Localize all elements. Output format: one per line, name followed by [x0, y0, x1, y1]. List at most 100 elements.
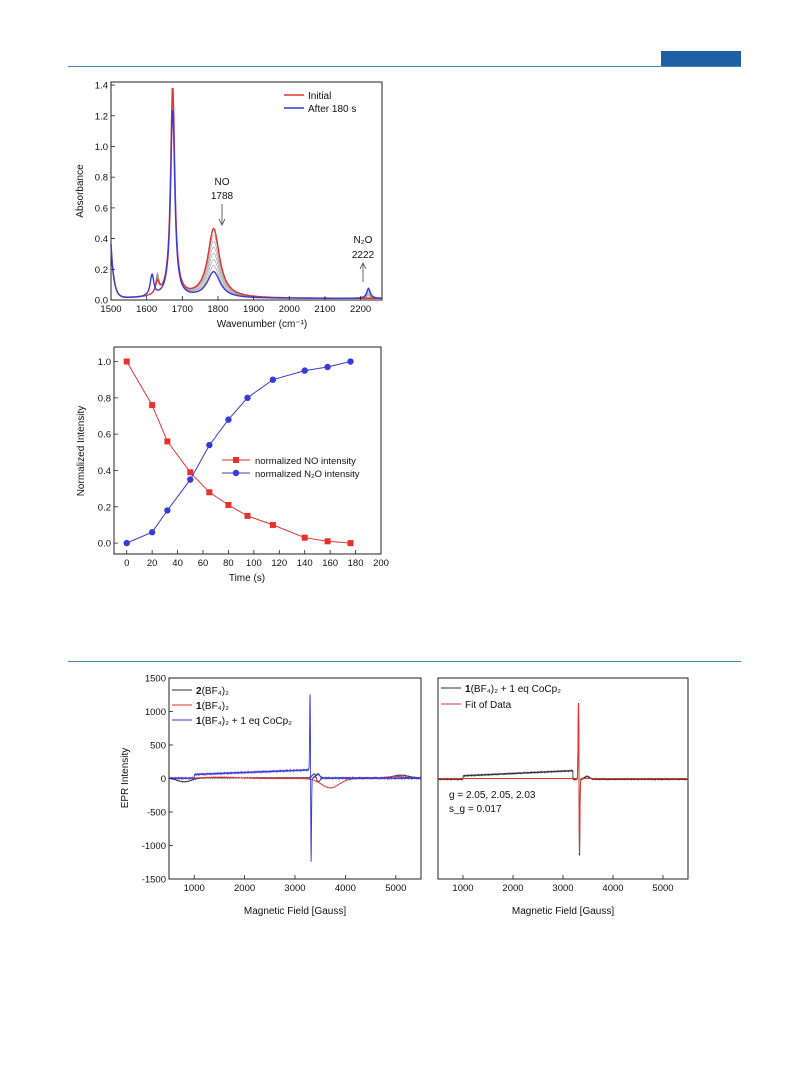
epr1-x-axis-label: Magnetic Field [Gauss] [244, 906, 346, 917]
kin-point-no [206, 489, 213, 496]
ir-y-tick-label: 1.0 [95, 142, 108, 153]
epr-comparison-chart: 1000 2000 3000 4000 5000 150010005000-500-10… [120, 674, 422, 917]
ir-y-tick-label: 0.8 [95, 173, 108, 184]
kin-point-n2o [244, 394, 251, 402]
kin-y-tick-label: 0.2 [98, 502, 111, 513]
kin-y-tick-label: 1.0 [98, 357, 111, 368]
epr2-x-tick-label: 5000 [652, 883, 673, 894]
kin-x-tick-label: 200 [373, 558, 389, 569]
kinetics-plot-frame [113, 346, 382, 555]
epr1-y-tick-label: 0 [161, 774, 166, 785]
ir-x-axis-label: Wavenumber (cm⁻¹) [217, 319, 307, 330]
epr2-legend-item-1: 1(BF₄)₂ + 1 eq CoCp₂ [465, 684, 561, 695]
kin-point-no [269, 521, 276, 528]
ir-y-tick-label: 0.4 [95, 234, 108, 245]
ir-plot-frame [110, 81, 383, 301]
ir-y-tick-label: 0.2 [95, 265, 108, 276]
epr1-x-tick-label: 3000 [284, 883, 305, 894]
kin-point-no [301, 534, 308, 541]
ir-annotation-n2o: N₂O 2222 [352, 235, 375, 282]
kin-point-no [187, 469, 194, 476]
epr2-legend-item-2: Fit of Data [465, 700, 512, 711]
epr1-y-axis-label: EPR Intensity [120, 748, 131, 809]
kin-point-n2o [164, 507, 171, 514]
kin-x-tick-label: 120 [271, 558, 287, 569]
epr1-x-tick-label: 4000 [335, 883, 356, 894]
annotation-n2o-label: N₂O [354, 235, 373, 246]
epr1-legend-item-1: 2(BF₄)₂ [196, 686, 229, 697]
epr2-sg-value: s_g = 0.017 [449, 804, 502, 815]
kin-point-no [244, 512, 251, 519]
annotation-no-wavenumber: 1788 [211, 191, 234, 202]
ir-x-tick-label: 1800 [207, 304, 228, 315]
ir-x-tick-label: 2000 [279, 304, 300, 315]
ir-legend-initial: Initial [308, 91, 331, 102]
epr1-y-tick-label: -500 [147, 808, 166, 819]
kin-point-n2o [206, 441, 213, 449]
kin-x-axis-label: Time (s) [229, 573, 265, 584]
kin-x-tick-label: 40 [172, 558, 183, 569]
ir-y-tick-label: 1.4 [95, 81, 108, 92]
epr1-y-tick-label: 1500 [145, 674, 166, 685]
epr2-series-fit [438, 703, 688, 854]
kin-point-n2o [324, 363, 331, 371]
ir-annotation-no: NO 1788 [211, 177, 234, 226]
kin-point-n2o [269, 376, 277, 383]
epr2-x-tick-label: 1000 [452, 883, 473, 894]
ir-y-axis-label: Absorbance [75, 164, 86, 218]
epr2-x-tick-label: 4000 [602, 883, 623, 894]
kin-y-tick-label: 0.8 [98, 393, 111, 404]
section-rule [68, 661, 741, 662]
kin-point-n2o [187, 476, 194, 483]
annotation-n2o-wavenumber: 2222 [352, 250, 375, 261]
kin-point-no [123, 358, 130, 365]
kin-point-no [347, 540, 354, 547]
epr1-series-1bf4-cocp2 [168, 694, 422, 862]
epr2-legend: 1(BF₄)₂ + 1 eq CoCp₂ Fit of Data [441, 684, 561, 711]
epr2-x-axis-label: Magnetic Field [Gauss] [512, 906, 614, 917]
ir-y-tick-label: 0.6 [95, 203, 108, 214]
epr2-series-data [437, 702, 689, 856]
kin-point-no [164, 438, 171, 445]
kin-x-tick-label: 20 [147, 558, 158, 569]
epr2-x-tick-label: 3000 [552, 883, 573, 894]
epr2-g-values: g = 2.05, 2.05, 2.03 [449, 790, 536, 801]
kin-point-n2o [347, 358, 354, 365]
epr1-y-tick-label: -1000 [142, 841, 166, 852]
ir-series-after-180s [110, 109, 382, 299]
ir-legend-after: After 180 s [308, 104, 356, 115]
ir-x-tick-label: 1500 [100, 304, 121, 315]
kin-point-n2o [225, 416, 232, 423]
kin-point-no [324, 538, 331, 545]
epr1-legend-item-2: 1(BF₄)₂ [196, 701, 229, 712]
kin-y-tick-label: 0.6 [98, 430, 111, 441]
ir-x-tick-label: 2100 [314, 304, 335, 315]
epr1-legend-item-3: 1(BF₄)₂ + 1 eq CoCp₂ [196, 716, 292, 727]
ir-x-tick-label: 1600 [136, 304, 157, 315]
kin-x-tick-label: 100 [246, 558, 262, 569]
ir-x-tick-label: 1700 [172, 304, 193, 315]
kin-y-tick-label: 0.4 [98, 466, 111, 477]
kin-point-n2o [123, 539, 130, 547]
kin-x-tick-label: 140 [297, 558, 313, 569]
legend-square-marker [233, 457, 239, 463]
epr1-y-tick-label: -1500 [142, 875, 166, 886]
kin-x-tick-label: 180 [348, 558, 364, 569]
kin-point-no [225, 501, 232, 508]
ir-x-tick-label: 1900 [243, 304, 264, 315]
epr1-x-tick-label: 5000 [385, 883, 406, 894]
journal-header-tab [661, 51, 741, 66]
header-rule [68, 66, 741, 67]
kin-x-tick-label: 160 [322, 558, 338, 569]
ir-y-tick-label: 0.0 [95, 296, 108, 307]
kin-x-tick-label: 80 [223, 558, 234, 569]
kin-x-tick-label: 60 [198, 558, 209, 569]
kin-legend-n2o: normalized N₂O intensity [255, 469, 360, 480]
epr2-x-tick-label: 2000 [502, 883, 523, 894]
kin-legend-no: normalized NO intensity [255, 456, 356, 467]
kin-point-no [149, 402, 156, 409]
kin-point-n2o [148, 529, 156, 536]
epr-fit-chart: 1000 2000 3000 4000 5000 1(BF₄)₂ + 1 eq CoCp… [437, 677, 689, 917]
legend-circle-marker [232, 469, 240, 477]
epr1-y-tick-label: 500 [150, 741, 166, 752]
